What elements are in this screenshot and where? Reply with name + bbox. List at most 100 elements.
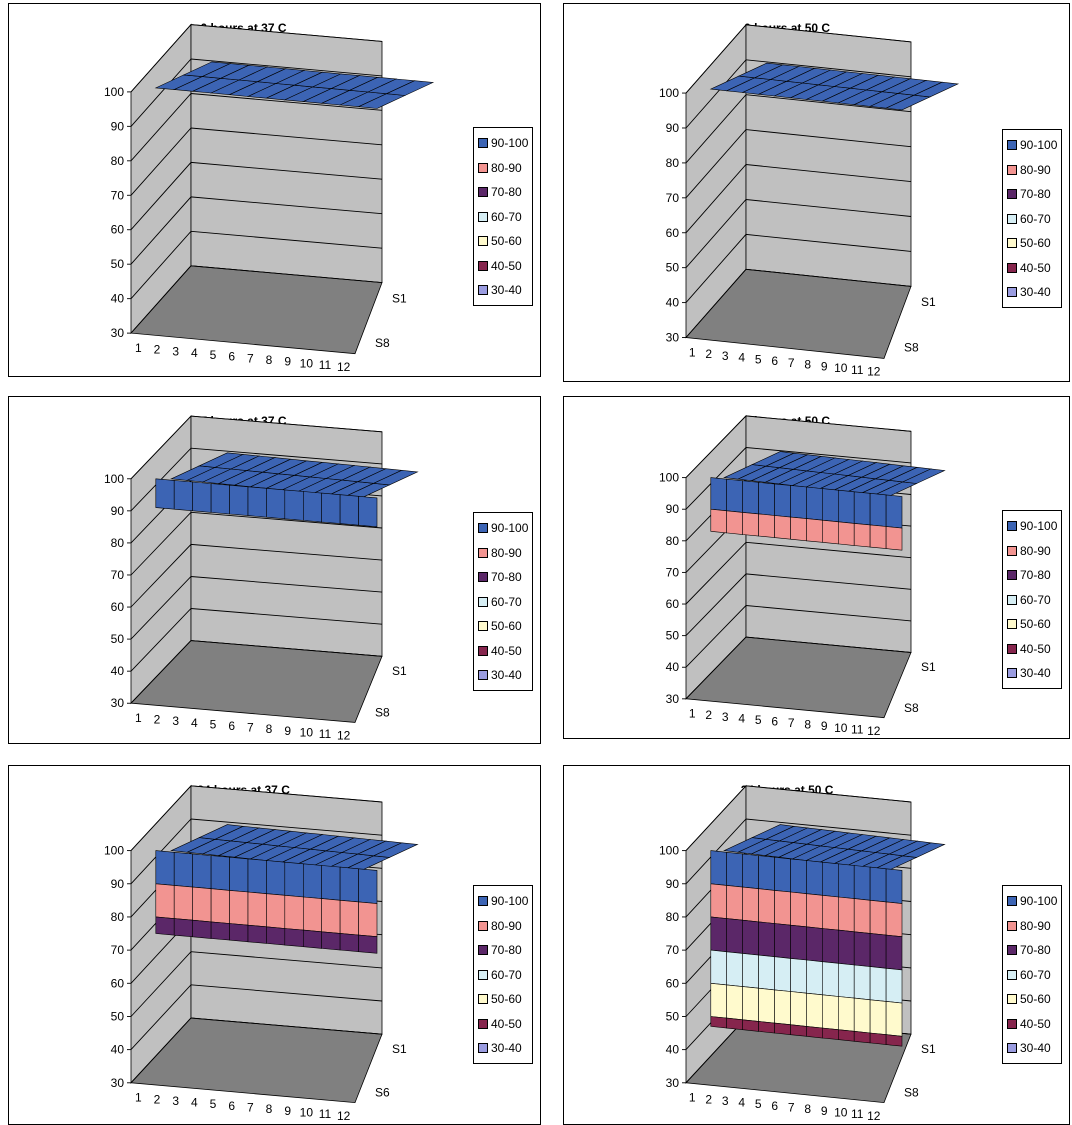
x-tick-label: 4 xyxy=(191,716,198,730)
legend-label: 30-40 xyxy=(491,1041,522,1056)
surface-band-cell xyxy=(229,890,249,926)
surface-band-cell xyxy=(742,953,759,989)
legend-item: 30-40 xyxy=(478,278,528,303)
surface-band-cell xyxy=(806,893,823,929)
x-tick-label: 6 xyxy=(771,714,778,728)
gridline xyxy=(685,818,912,885)
z-tick-label: 40 xyxy=(666,1043,680,1057)
gridline xyxy=(685,447,912,510)
x-tick-label: 7 xyxy=(247,351,254,365)
x-tick-label: 9 xyxy=(821,719,828,733)
legend-item: 90-100 xyxy=(1007,889,1057,914)
surface-band-cell xyxy=(806,860,823,896)
gridline xyxy=(685,24,912,94)
z-tick-label: 70 xyxy=(666,943,680,957)
surface-band-cell xyxy=(173,480,193,512)
x-tick-label: 6 xyxy=(228,719,235,733)
surface-band-cell xyxy=(821,1027,839,1040)
z-tick-label: 40 xyxy=(111,1043,125,1057)
z-tick-label: 30 xyxy=(111,696,125,710)
legend-label: 30-40 xyxy=(1020,1041,1051,1056)
x-tick-label: 12 xyxy=(337,360,351,374)
surface-band-cell xyxy=(726,510,743,535)
z-tick-label: 90 xyxy=(666,121,680,135)
legend-item: 60-70 xyxy=(478,963,528,988)
series-label: S1 xyxy=(921,295,936,309)
z-tick-label: 100 xyxy=(659,844,679,858)
surface-band-cell xyxy=(758,987,775,1024)
surface-band-cell xyxy=(358,868,378,904)
x-tick-label: 4 xyxy=(191,346,198,360)
x-tick-label: 12 xyxy=(867,364,881,378)
z-tick-label: 80 xyxy=(666,534,680,548)
surface-band-cell xyxy=(302,491,323,523)
x-tick-label: 2 xyxy=(154,713,161,727)
legend-item: 90-100 xyxy=(478,516,528,541)
legend-item: 80-90 xyxy=(1007,539,1057,564)
surface-band-cell xyxy=(821,961,839,997)
legend: 90-100 80-90 70-80 60-70 50-60 40-50 30-40 xyxy=(473,512,534,691)
legend-swatch xyxy=(1007,896,1017,907)
surface-band-cell xyxy=(266,926,286,946)
legend-item: 50-60 xyxy=(1007,987,1057,1012)
surface-band-cell xyxy=(710,508,727,534)
x-tick-label: 2 xyxy=(705,347,712,361)
surface-band-cell xyxy=(726,951,743,987)
legend-item: 60-70 xyxy=(478,205,528,230)
legend-label: 80-90 xyxy=(491,545,522,560)
x-tick-label: 8 xyxy=(266,353,273,367)
legend-item: 80-90 xyxy=(1007,158,1057,183)
z-tick-label: 70 xyxy=(666,191,680,205)
surface-band-cell xyxy=(806,486,823,521)
surface-band-cell xyxy=(885,1034,903,1047)
x-tick-label: 4 xyxy=(191,1096,198,1110)
x-tick-label: 8 xyxy=(804,1102,811,1116)
surface-band-cell xyxy=(726,918,743,954)
surface-band-cell xyxy=(173,885,193,921)
x-tick-label: 7 xyxy=(247,721,254,735)
legend-label: 40-50 xyxy=(1020,1016,1051,1031)
z-tick-label: 100 xyxy=(104,85,124,99)
surface-band-cell xyxy=(726,1017,743,1031)
surface-band-cell xyxy=(742,512,759,537)
surface-band-cell xyxy=(339,866,359,903)
legend-swatch xyxy=(478,236,488,247)
x-tick-label: 6 xyxy=(771,1099,778,1113)
x-tick-label: 5 xyxy=(755,352,762,366)
gridline xyxy=(130,984,383,1050)
x-tick-label: 11 xyxy=(319,1107,332,1121)
surface-band-cell xyxy=(302,863,323,899)
gridline xyxy=(685,199,912,268)
surface-band-cell xyxy=(710,949,727,986)
surface-band-cell xyxy=(742,853,759,890)
z-tick-label: 80 xyxy=(666,910,680,924)
surface-band-cell xyxy=(837,962,855,999)
surface-band-cell xyxy=(742,886,759,923)
legend-label: 80-90 xyxy=(491,160,522,175)
gridline xyxy=(130,93,383,162)
legend-label: 70-80 xyxy=(491,570,522,585)
x-tick-label: 10 xyxy=(834,721,848,735)
surface-cell xyxy=(901,842,946,858)
surface-band-cell xyxy=(758,1021,775,1034)
gridline xyxy=(685,785,912,851)
z-tick-label: 30 xyxy=(111,326,125,340)
surface-band-cell xyxy=(885,901,903,938)
legend: 90-100 80-90 70-80 60-70 50-60 40-50 30-40 xyxy=(1002,510,1063,689)
legend-swatch xyxy=(478,1043,488,1054)
surface-band-cell xyxy=(853,997,871,1034)
surface-band-cell xyxy=(837,1029,855,1042)
surface-band-cell xyxy=(229,856,249,893)
legend-label: 90-100 xyxy=(1020,519,1058,534)
gridline xyxy=(130,58,383,127)
legend-item: 50-60 xyxy=(478,614,528,639)
legend-label: 50-60 xyxy=(1020,617,1051,632)
legend-swatch xyxy=(1007,545,1017,556)
legend-swatch xyxy=(1007,619,1017,630)
z-tick-label: 70 xyxy=(111,568,125,582)
surface-band-cell xyxy=(821,488,839,523)
legend-swatch xyxy=(1007,287,1017,298)
surface-band-cell xyxy=(774,989,791,1026)
z-tick-label: 50 xyxy=(111,632,125,646)
